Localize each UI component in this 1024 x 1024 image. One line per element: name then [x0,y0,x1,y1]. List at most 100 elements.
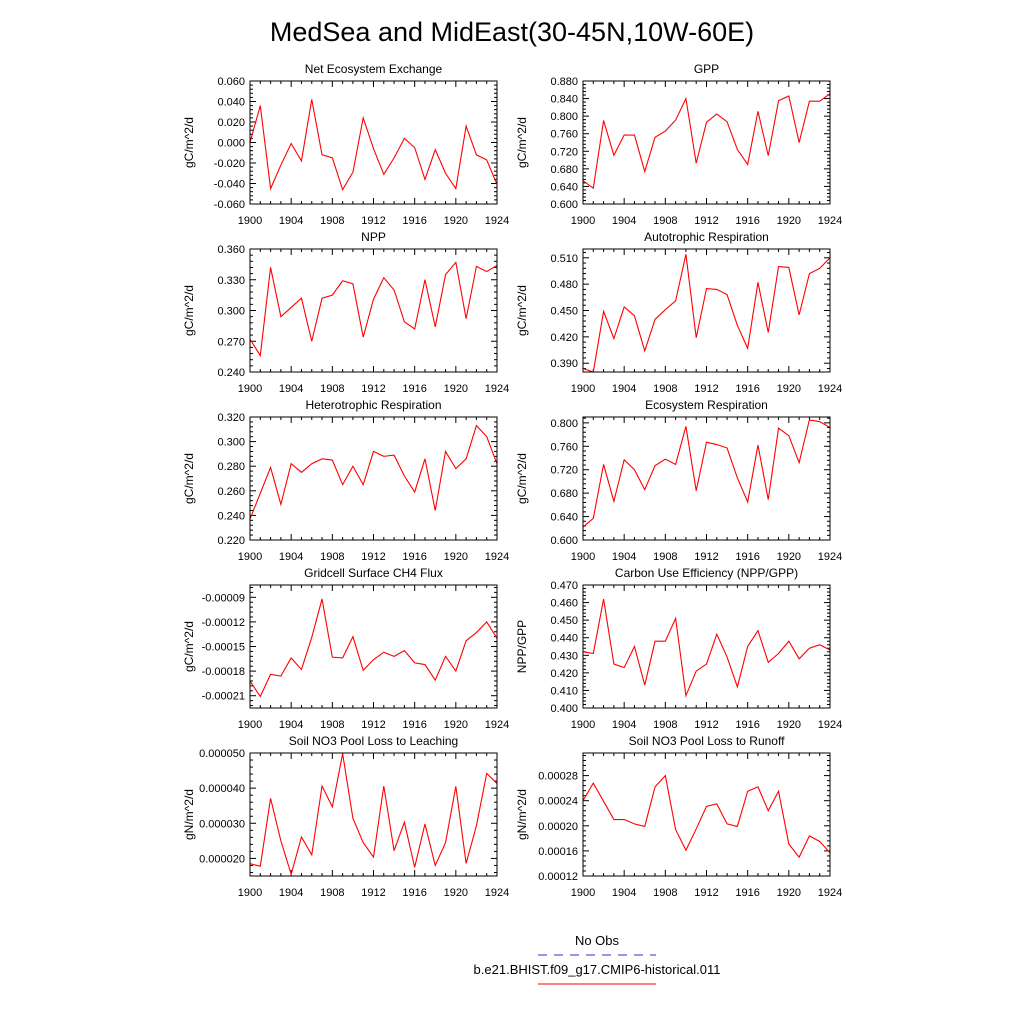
y-tick-label: 0.480 [550,279,578,291]
x-tick-label: 1920 [777,887,801,899]
y-axis-label: gC/m^2/d [182,117,196,168]
y-tick-label: 0.760 [550,129,578,141]
plot-frame [249,584,498,709]
x-tick-label: 1904 [612,887,636,899]
y-tick-label: 0.00028 [538,771,578,783]
x-tick-label: 1916 [735,719,759,731]
chart-panel: Soil NO3 Pool Loss to Runoff 1900 1904 1908… [515,734,842,899]
plot-frame [249,752,498,877]
legend: No Obs b.e21.BHIST.f09_g17.CMIP6-histori… [474,933,720,985]
x-tick-label: 1912 [694,719,718,731]
y-tick-label: 0.020 [217,117,245,129]
y-tick-label: 0.410 [550,685,578,697]
x-tick-label: 1924 [818,551,842,563]
y-tick-label: 0.800 [550,111,578,123]
chart-panel: Gridcell Surface CH4 Flux 1900 1904 1908 191… [182,566,509,731]
series-line [250,99,497,191]
y-axis-label: gC/m^2/d [515,453,529,504]
x-tick-label: 1904 [279,551,303,563]
x-tick-label: 1920 [777,215,801,227]
y-tick-label: 0.640 [550,512,578,524]
series-line [583,598,830,698]
x-tick-label: 1900 [238,383,262,395]
y-tick-label: 0.000050 [199,748,245,760]
series-line [583,419,830,528]
y-tick-label: -0.00015 [202,642,245,654]
x-tick-label: 1912 [361,551,385,563]
plot-frame [582,752,831,877]
panel-title: NPP [361,230,386,244]
x-tick-label: 1920 [444,383,468,395]
x-tick-label: 1912 [361,887,385,899]
y-tick-label: 0.680 [550,488,578,500]
x-tick-label: 1916 [735,551,759,563]
y-tick-label: 0.300 [217,306,245,318]
x-tick-label: 1900 [238,551,262,563]
x-tick-label: 1900 [238,719,262,731]
plot-frame [249,80,498,205]
x-tick-label: 1916 [402,719,426,731]
y-tick-label: 0.470 [550,580,578,592]
y-tick-label: 0.510 [550,253,578,265]
x-tick-label: 1900 [571,383,595,395]
x-tick-label: 1900 [238,215,262,227]
plot-frame [582,584,831,709]
y-tick-label: 0.640 [550,181,578,193]
x-tick-label: 1916 [735,887,759,899]
x-tick-label: 1904 [279,719,303,731]
chart-panel: Soil NO3 Pool Loss to Leaching 1900 1904 19… [182,734,509,899]
chart-panel: Carbon Use Efficiency (NPP/GPP) 1900 1904 1… [515,566,842,731]
y-tick-label: -0.020 [214,158,245,170]
y-tick-label: 0.220 [217,535,245,547]
y-tick-label: 0.600 [550,535,578,547]
y-tick-label: 0.680 [550,164,578,176]
x-tick-label: 1916 [402,887,426,899]
plot-frame [582,416,831,541]
y-tick-label: 0.000040 [199,783,245,795]
y-axis-label: gC/m^2/d [515,285,529,336]
x-tick-label: 1920 [444,551,468,563]
x-tick-label: 1908 [653,215,677,227]
y-tick-label: -0.040 [214,179,245,191]
x-tick-label: 1916 [735,215,759,227]
y-tick-label: 0.060 [217,76,245,88]
x-tick-label: 1916 [735,383,759,395]
y-tick-label: 0.420 [550,332,578,344]
panel-title: Heterotrophic Respiration [305,398,441,412]
x-tick-label: 1904 [279,887,303,899]
y-tick-label: -0.00012 [202,617,245,629]
y-tick-label: 0.800 [550,418,578,430]
y-tick-label: 0.760 [550,441,578,453]
x-tick-label: 1916 [402,383,426,395]
y-tick-label: -0.00009 [202,592,245,604]
series-line [250,261,497,358]
x-tick-label: 1920 [444,215,468,227]
y-tick-label: 0.040 [217,97,245,109]
x-tick-label: 1916 [402,551,426,563]
y-tick-label: -0.060 [214,199,245,211]
x-tick-label: 1904 [612,551,636,563]
x-tick-label: 1920 [444,719,468,731]
y-tick-label: 0.240 [217,510,245,522]
chart-panel: NPP 1900 1904 1908 1912 1916 1920 1924 0.240 0.27… [182,230,509,395]
x-tick-label: 1924 [818,215,842,227]
figure-title: MedSea and MidEast(30-45N,10W-60E) [270,17,754,47]
x-tick-label: 1908 [653,719,677,731]
x-tick-label: 1908 [653,551,677,563]
x-tick-label: 1924 [485,719,509,731]
chart-panel: Net Ecosystem Exchange 1900 1904 1908 1912 19… [182,62,509,227]
panel-title: Autotrophic Respiration [644,230,769,244]
x-tick-label: 1900 [571,719,595,731]
series-line [250,424,497,520]
x-tick-label: 1924 [818,887,842,899]
y-tick-label: -0.00018 [202,666,245,678]
chart-panels: Net Ecosystem Exchange 1900 1904 1908 1912 19… [182,62,842,899]
y-tick-label: 0.00020 [538,821,578,833]
y-tick-label: 0.430 [550,650,578,662]
series-line [583,93,830,190]
y-axis-label: gC/m^2/d [182,453,196,504]
x-tick-label: 1904 [279,215,303,227]
x-tick-label: 1900 [571,215,595,227]
x-tick-label: 1900 [571,887,595,899]
